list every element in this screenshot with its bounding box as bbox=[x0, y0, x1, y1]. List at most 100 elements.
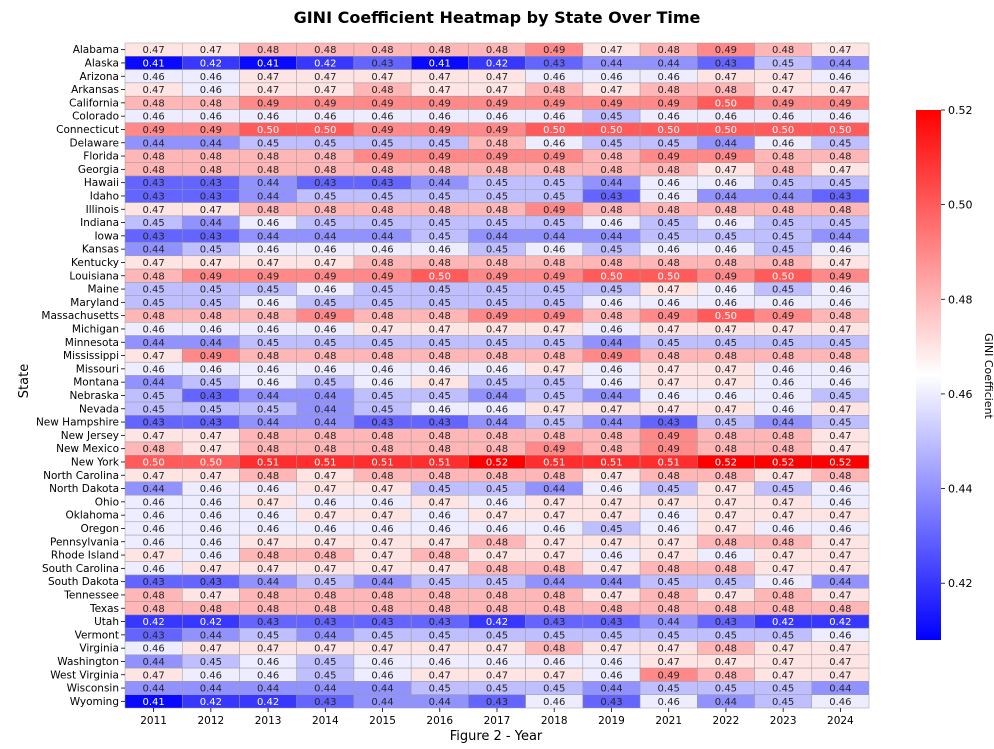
cell-value-label: 0.47 bbox=[486, 644, 508, 655]
cell-value-label: 0.48 bbox=[658, 258, 680, 269]
cell-value-label: 0.45 bbox=[543, 338, 565, 349]
cell-value-label: 0.47 bbox=[371, 324, 393, 335]
cell-value-label: 0.48 bbox=[715, 205, 737, 216]
cell-value-label: 0.45 bbox=[314, 670, 336, 681]
cell-value-label: 0.47 bbox=[772, 72, 794, 83]
cell-value-label: 0.44 bbox=[371, 697, 393, 708]
cell-value-label: 0.51 bbox=[600, 457, 622, 468]
state-label: New Hampshire bbox=[36, 417, 119, 429]
cell-value-label: 0.50 bbox=[600, 271, 622, 282]
cell-value-label: 0.49 bbox=[200, 271, 222, 282]
cell-value-label: 0.44 bbox=[600, 391, 622, 402]
cell-value-label: 0.46 bbox=[829, 72, 851, 83]
state-label: Maine bbox=[87, 284, 119, 296]
cell-value-label: 0.47 bbox=[200, 644, 222, 655]
cell-value-label: 0.44 bbox=[600, 178, 622, 189]
colorbar-tick-label: 0.50 bbox=[948, 199, 973, 212]
state-label: Utah bbox=[94, 616, 119, 628]
cell-value-label: 0.48 bbox=[772, 537, 794, 548]
cell-value-label: 0.46 bbox=[600, 298, 622, 309]
cell-value-label: 0.49 bbox=[257, 271, 279, 282]
cell-value-label: 0.47 bbox=[314, 85, 336, 96]
cell-value-label: 0.45 bbox=[200, 404, 222, 415]
state-label: Wisconsin bbox=[67, 683, 119, 695]
cell-value-label: 0.46 bbox=[658, 511, 680, 522]
state-label: Nevada bbox=[79, 403, 119, 415]
cell-value-label: 0.48 bbox=[600, 205, 622, 216]
cell-value-label: 0.50 bbox=[600, 125, 622, 136]
cell-value-label: 0.42 bbox=[772, 617, 794, 628]
cell-value-label: 0.48 bbox=[543, 471, 565, 482]
cell-value-label: 0.47 bbox=[257, 258, 279, 269]
cell-value-label: 0.49 bbox=[600, 98, 622, 109]
cell-value-label: 0.45 bbox=[429, 484, 451, 495]
cell-value-label: 0.48 bbox=[543, 644, 565, 655]
cell-value-label: 0.46 bbox=[486, 657, 508, 668]
cell-value-label: 0.48 bbox=[314, 351, 336, 362]
cell-value-label: 0.48 bbox=[257, 165, 279, 176]
cell-value-label: 0.47 bbox=[658, 378, 680, 389]
cell-value-label: 0.46 bbox=[829, 697, 851, 708]
cell-value-label: 0.47 bbox=[658, 285, 680, 296]
cell-value-label: 0.46 bbox=[200, 511, 222, 522]
cell-value-label: 0.48 bbox=[543, 604, 565, 615]
cell-value-label: 0.46 bbox=[371, 378, 393, 389]
cell-value-label: 0.46 bbox=[829, 484, 851, 495]
cell-value-label: 0.43 bbox=[600, 697, 622, 708]
cell-value-label: 0.48 bbox=[658, 45, 680, 56]
year-label: 2019 bbox=[598, 715, 625, 727]
cell-value-label: 0.44 bbox=[829, 577, 851, 588]
cell-value-label: 0.48 bbox=[142, 152, 164, 163]
cell-value-label: 0.44 bbox=[142, 657, 164, 668]
cell-value-label: 0.45 bbox=[371, 285, 393, 296]
cell-value-label: 0.47 bbox=[142, 351, 164, 362]
x-axis-label: Figure 2 - Year bbox=[450, 729, 543, 744]
state-label: California bbox=[69, 97, 119, 109]
cell-value-label: 0.46 bbox=[486, 404, 508, 415]
cell-value-label: 0.42 bbox=[200, 697, 222, 708]
cell-value-label: 0.47 bbox=[829, 551, 851, 562]
cell-value-label: 0.45 bbox=[600, 630, 622, 641]
state-label: Montana bbox=[73, 377, 119, 389]
cell-value-label: 0.47 bbox=[371, 644, 393, 655]
cell-value-label: 0.48 bbox=[486, 431, 508, 442]
cell-value-label: 0.45 bbox=[772, 218, 794, 229]
cell-value-label: 0.48 bbox=[772, 590, 794, 601]
cell-value-label: 0.47 bbox=[257, 497, 279, 508]
cell-value-label: 0.48 bbox=[429, 351, 451, 362]
cell-value-label: 0.45 bbox=[772, 231, 794, 242]
cell-value-label: 0.48 bbox=[200, 165, 222, 176]
cell-value-label: 0.47 bbox=[429, 497, 451, 508]
cell-value-label: 0.45 bbox=[829, 218, 851, 229]
state-label: Alaska bbox=[85, 57, 119, 69]
cell-value-label: 0.48 bbox=[486, 444, 508, 455]
cell-value-label: 0.45 bbox=[200, 285, 222, 296]
cell-value-label: 0.46 bbox=[772, 577, 794, 588]
cell-value-label: 0.47 bbox=[600, 511, 622, 522]
cell-value-label: 0.41 bbox=[429, 58, 451, 69]
cell-value-label: 0.47 bbox=[314, 644, 336, 655]
cell-value-label: 0.47 bbox=[829, 431, 851, 442]
cell-value-label: 0.45 bbox=[429, 577, 451, 588]
cell-value-label: 0.48 bbox=[257, 471, 279, 482]
cell-value-label: 0.46 bbox=[543, 657, 565, 668]
cell-value-label: 0.43 bbox=[142, 231, 164, 242]
chart-title: GINI Coefficient Heatmap by State Over T… bbox=[294, 8, 701, 27]
cell-value-label: 0.47 bbox=[200, 258, 222, 269]
cell-value-label: 0.46 bbox=[200, 324, 222, 335]
cell-value-label: 0.49 bbox=[486, 98, 508, 109]
cell-value-label: 0.45 bbox=[142, 285, 164, 296]
state-label: Arizona bbox=[80, 71, 119, 83]
cell-value-label: 0.46 bbox=[371, 670, 393, 681]
cell-value-label: 0.46 bbox=[543, 245, 565, 256]
cell-value-label: 0.45 bbox=[257, 138, 279, 149]
cell-value-label: 0.48 bbox=[600, 444, 622, 455]
cell-value-label: 0.47 bbox=[772, 85, 794, 96]
year-label: 2013 bbox=[255, 715, 282, 727]
cell-value-label: 0.48 bbox=[486, 537, 508, 548]
cell-value-label: 0.49 bbox=[658, 311, 680, 322]
cell-value-label: 0.48 bbox=[658, 205, 680, 216]
cell-value-label: 0.47 bbox=[314, 484, 336, 495]
cell-value-label: 0.48 bbox=[772, 165, 794, 176]
cell-value-label: 0.47 bbox=[829, 324, 851, 335]
